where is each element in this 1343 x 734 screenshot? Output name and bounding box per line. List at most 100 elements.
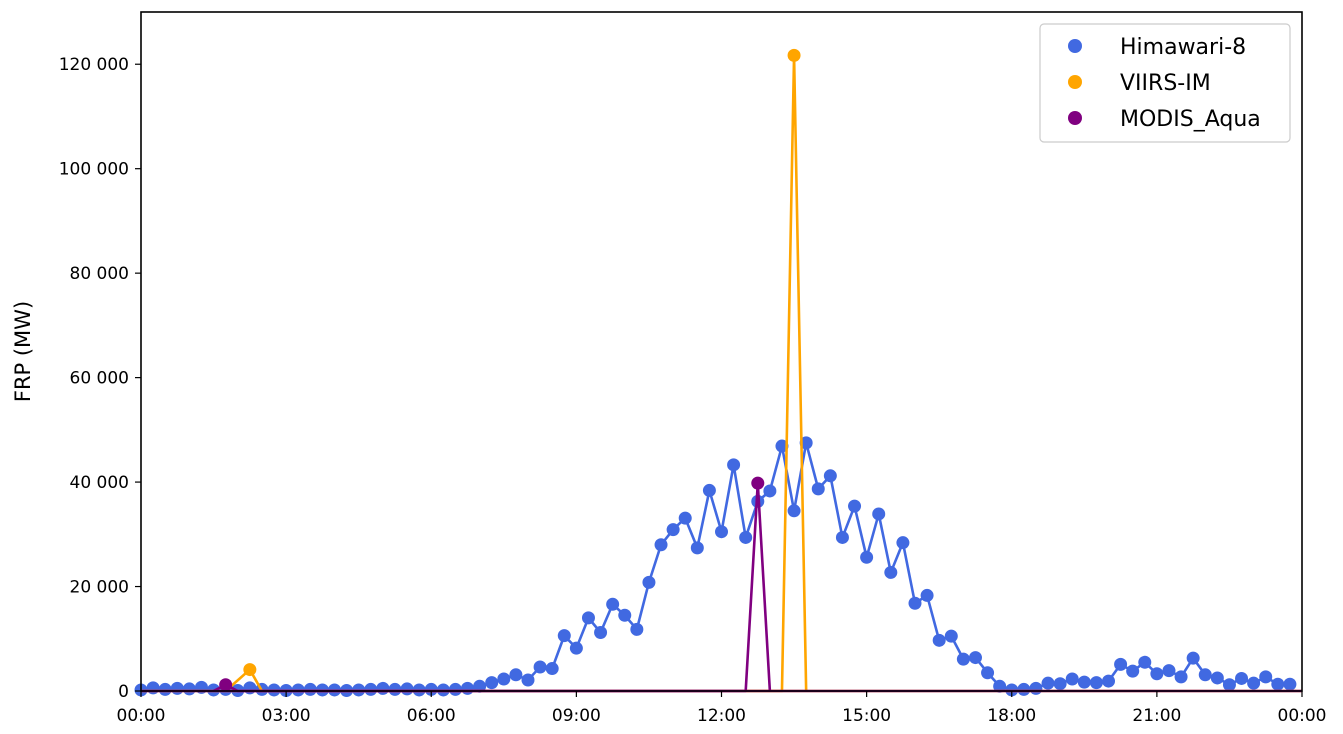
legend-label: VIIRS-IM [1120,71,1211,96]
data-point [666,523,680,537]
data-point [400,682,414,696]
data-point [364,682,378,696]
series-viirs-im [141,48,1302,693]
data-point [243,681,257,695]
x-tick-label: 21:00 [1132,706,1181,726]
data-point [1271,677,1285,691]
x-tick-label: 09:00 [552,706,601,726]
data-point [1162,664,1176,678]
data-point [1198,668,1212,682]
data-point [1259,670,1273,684]
data-point [642,575,656,589]
data-point [448,682,462,696]
legend-marker [1068,75,1082,89]
data-point [243,663,257,677]
data-point [932,633,946,647]
data-point [896,536,910,550]
legend-label: MODIS_Aqua [1120,107,1261,132]
data-point [993,679,1007,693]
data-point [485,676,499,690]
data-point [376,681,390,695]
data-point [739,530,753,544]
data-point [1029,681,1043,695]
data-point [835,530,849,544]
data-point [533,660,547,674]
data-point [618,608,632,622]
data-point [920,588,934,602]
data-point [981,666,995,680]
data-point [1138,655,1152,669]
y-tick-label: 80 000 [70,264,129,284]
data-point [848,499,862,513]
data-point [1077,675,1091,689]
data-point [787,48,801,62]
data-point [799,436,813,450]
plot-frame [140,11,1303,692]
data-point [521,673,535,687]
data-point [581,611,595,625]
data-point [678,511,692,525]
data-point [388,682,402,696]
data-point [1089,676,1103,690]
x-tick-label: 00:00 [1278,706,1327,726]
data-point [1174,670,1188,684]
data-point [1150,667,1164,681]
x-tick-label: 18:00 [987,706,1036,726]
series-line [140,441,1290,692]
data-point [1186,651,1200,665]
x-tick-label: 12:00 [697,706,746,726]
data-point [303,682,317,696]
data-point [811,482,825,496]
data-point [461,681,475,695]
data-point [1041,676,1055,690]
legend-box [1039,23,1291,143]
data-point [860,550,874,564]
series-line [224,54,808,693]
data-point [630,622,644,636]
y-tick-label: 0 [118,682,129,702]
y-tick-label: 20 000 [70,578,129,598]
series-modis-aqua [141,476,1302,693]
data-point [775,439,789,453]
legend: Himawari-8 VIIRS-IM MODIS_Aqua [1039,23,1291,143]
y-tick-label: 120 000 [59,55,129,75]
data-point [146,681,160,695]
series-himawari-8 [134,436,1297,697]
data-point [715,525,728,539]
data-point [872,507,886,521]
data-point [702,483,716,497]
data-point [908,596,922,610]
data-point [1114,657,1128,671]
data-point [1222,678,1236,692]
data-point [956,652,970,666]
data-point [1053,677,1067,691]
data-point [594,626,608,640]
data-point [1247,676,1261,690]
data-point [473,679,487,693]
legend-marker [1068,39,1082,53]
data-point [1235,671,1249,685]
data-point [606,597,620,611]
y-tick-label: 60 000 [70,369,129,389]
plot-area [134,48,1302,697]
data-point [424,682,438,696]
data-point [1017,682,1031,696]
data-point [884,565,898,579]
data-point [763,484,777,498]
data-point [1102,674,1115,688]
x-tick-label: 06:00 [407,706,456,726]
data-point [545,662,559,676]
y-axis-label: FRP (MW) [11,301,35,402]
x-tick-label: 03:00 [262,706,311,726]
x-tick-label: 00:00 [117,706,166,726]
legend-label: Himawari-8 [1120,35,1246,60]
data-point [158,682,172,696]
data-point [182,682,196,696]
data-point [823,469,837,483]
data-point [557,629,571,643]
y-tick-label: 100 000 [59,160,129,180]
data-point [751,476,765,490]
data-point [509,668,523,682]
data-point [944,629,958,643]
